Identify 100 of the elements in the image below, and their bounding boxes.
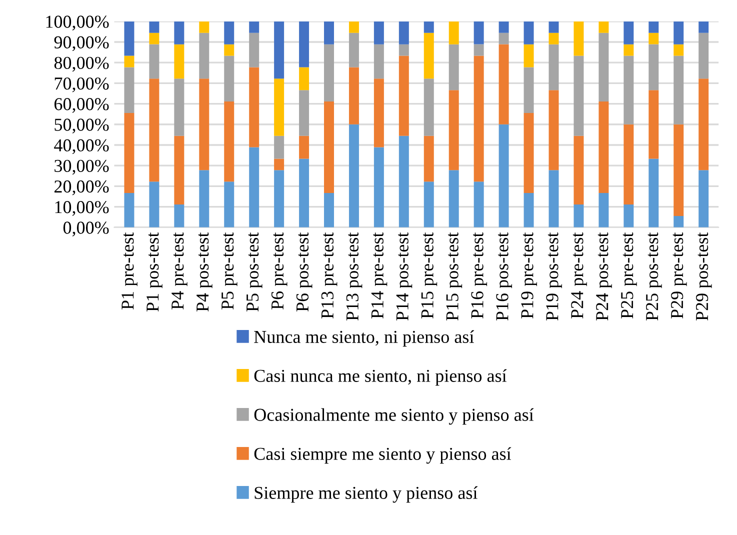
bar xyxy=(299,158,310,228)
bar xyxy=(448,170,459,228)
bar xyxy=(174,136,184,204)
bar xyxy=(424,21,434,33)
bar xyxy=(548,44,559,90)
x-tick-label: P13 pre-test xyxy=(321,232,338,318)
bar xyxy=(574,56,584,136)
bar xyxy=(648,90,659,159)
bar xyxy=(324,44,334,102)
bar xyxy=(149,44,160,79)
bar xyxy=(448,44,459,90)
bar xyxy=(299,136,310,159)
bar xyxy=(348,32,359,68)
bar xyxy=(524,112,534,194)
bar xyxy=(648,44,659,90)
bar xyxy=(574,21,584,56)
bar xyxy=(424,182,434,228)
y-tick-label: 70,00% xyxy=(54,77,109,92)
x-tick-label: P1 pos-test xyxy=(146,232,162,312)
y-tick-label: 100,00% xyxy=(46,16,109,30)
bar xyxy=(698,78,709,170)
y-tick-label: 30,00% xyxy=(54,160,109,175)
x-tick-label: P25 pos-test xyxy=(646,232,662,320)
bar xyxy=(224,182,234,228)
bar xyxy=(324,193,334,228)
bar xyxy=(348,124,359,228)
x-tick-label: P15 pos-test xyxy=(446,232,462,320)
x-tick-label: P13 pos-test xyxy=(346,232,362,320)
x-tick-label: P19 pre-test xyxy=(521,232,537,318)
bar xyxy=(698,170,709,228)
x-tick-label: P16 pre-test xyxy=(471,232,488,318)
legend-label: Nunca me siento, ni pienso así xyxy=(254,330,474,347)
x-tick-label: P6 pre-test xyxy=(271,232,288,310)
bar xyxy=(624,56,634,124)
bar xyxy=(548,21,559,33)
bar xyxy=(648,21,659,33)
x-tick-label: P5 pre-test xyxy=(222,232,238,310)
bar xyxy=(648,32,659,44)
bar xyxy=(698,21,709,33)
bar xyxy=(299,21,310,68)
bar xyxy=(274,78,284,136)
bar xyxy=(498,32,509,44)
y-tick-label: 40,00% xyxy=(54,139,109,154)
bar xyxy=(624,204,634,228)
bar xyxy=(398,136,409,228)
y-tick-label: 50,00% xyxy=(54,118,109,134)
y-tick-label: 20,00% xyxy=(54,180,109,196)
x-tick-label: P14 pre-test xyxy=(371,232,388,318)
bar xyxy=(348,67,359,124)
bar xyxy=(299,90,310,136)
legend-label: Ocasionalmente me siento y pienso así xyxy=(254,408,534,425)
bar xyxy=(124,193,134,228)
x-tick-label: P4 pos-test xyxy=(196,232,212,312)
bar xyxy=(448,21,459,44)
bar xyxy=(398,56,409,136)
bar xyxy=(524,44,534,68)
bar xyxy=(398,44,409,56)
bar xyxy=(598,21,609,33)
bar xyxy=(174,21,184,44)
bar xyxy=(624,44,634,56)
bar xyxy=(299,67,310,90)
bar xyxy=(624,124,634,204)
x-tick-label: P29 pos-test xyxy=(696,232,712,320)
bar xyxy=(149,21,160,33)
bar xyxy=(199,170,210,228)
bar xyxy=(674,21,684,44)
bar xyxy=(674,216,684,228)
x-tick-label: P16 pos-test xyxy=(496,232,512,320)
bar xyxy=(348,21,359,33)
bar xyxy=(498,44,509,124)
legend-label: Casi nunca me siento, ni pienso así xyxy=(254,369,507,386)
bar xyxy=(224,102,234,182)
bar xyxy=(224,44,234,56)
bar xyxy=(474,182,484,228)
bar xyxy=(598,32,609,102)
bar xyxy=(398,21,409,44)
x-tick-label: P1 pre-test xyxy=(122,232,138,310)
bar xyxy=(674,124,684,216)
bar xyxy=(224,56,234,102)
bar xyxy=(598,102,609,194)
x-tick-label: P29 pre-test xyxy=(671,232,687,318)
bar xyxy=(424,78,434,136)
bar xyxy=(524,67,534,113)
bar xyxy=(274,158,284,170)
bar xyxy=(624,21,634,44)
bar xyxy=(249,21,260,33)
y-tick-label: 0,00% xyxy=(63,222,109,236)
x-tick-label: P5 pos-test xyxy=(246,232,262,312)
bar xyxy=(199,32,210,79)
bar xyxy=(374,21,384,44)
bar xyxy=(174,78,184,136)
x-tick-label: P24 pos-test xyxy=(596,232,612,320)
bar xyxy=(648,158,659,228)
bar xyxy=(574,204,584,228)
bar xyxy=(324,21,334,44)
bar xyxy=(199,78,210,170)
bar xyxy=(174,44,184,79)
bar xyxy=(524,21,534,44)
legend-label: Casi siempre me siento y pienso así xyxy=(254,447,512,464)
bar xyxy=(574,136,584,204)
